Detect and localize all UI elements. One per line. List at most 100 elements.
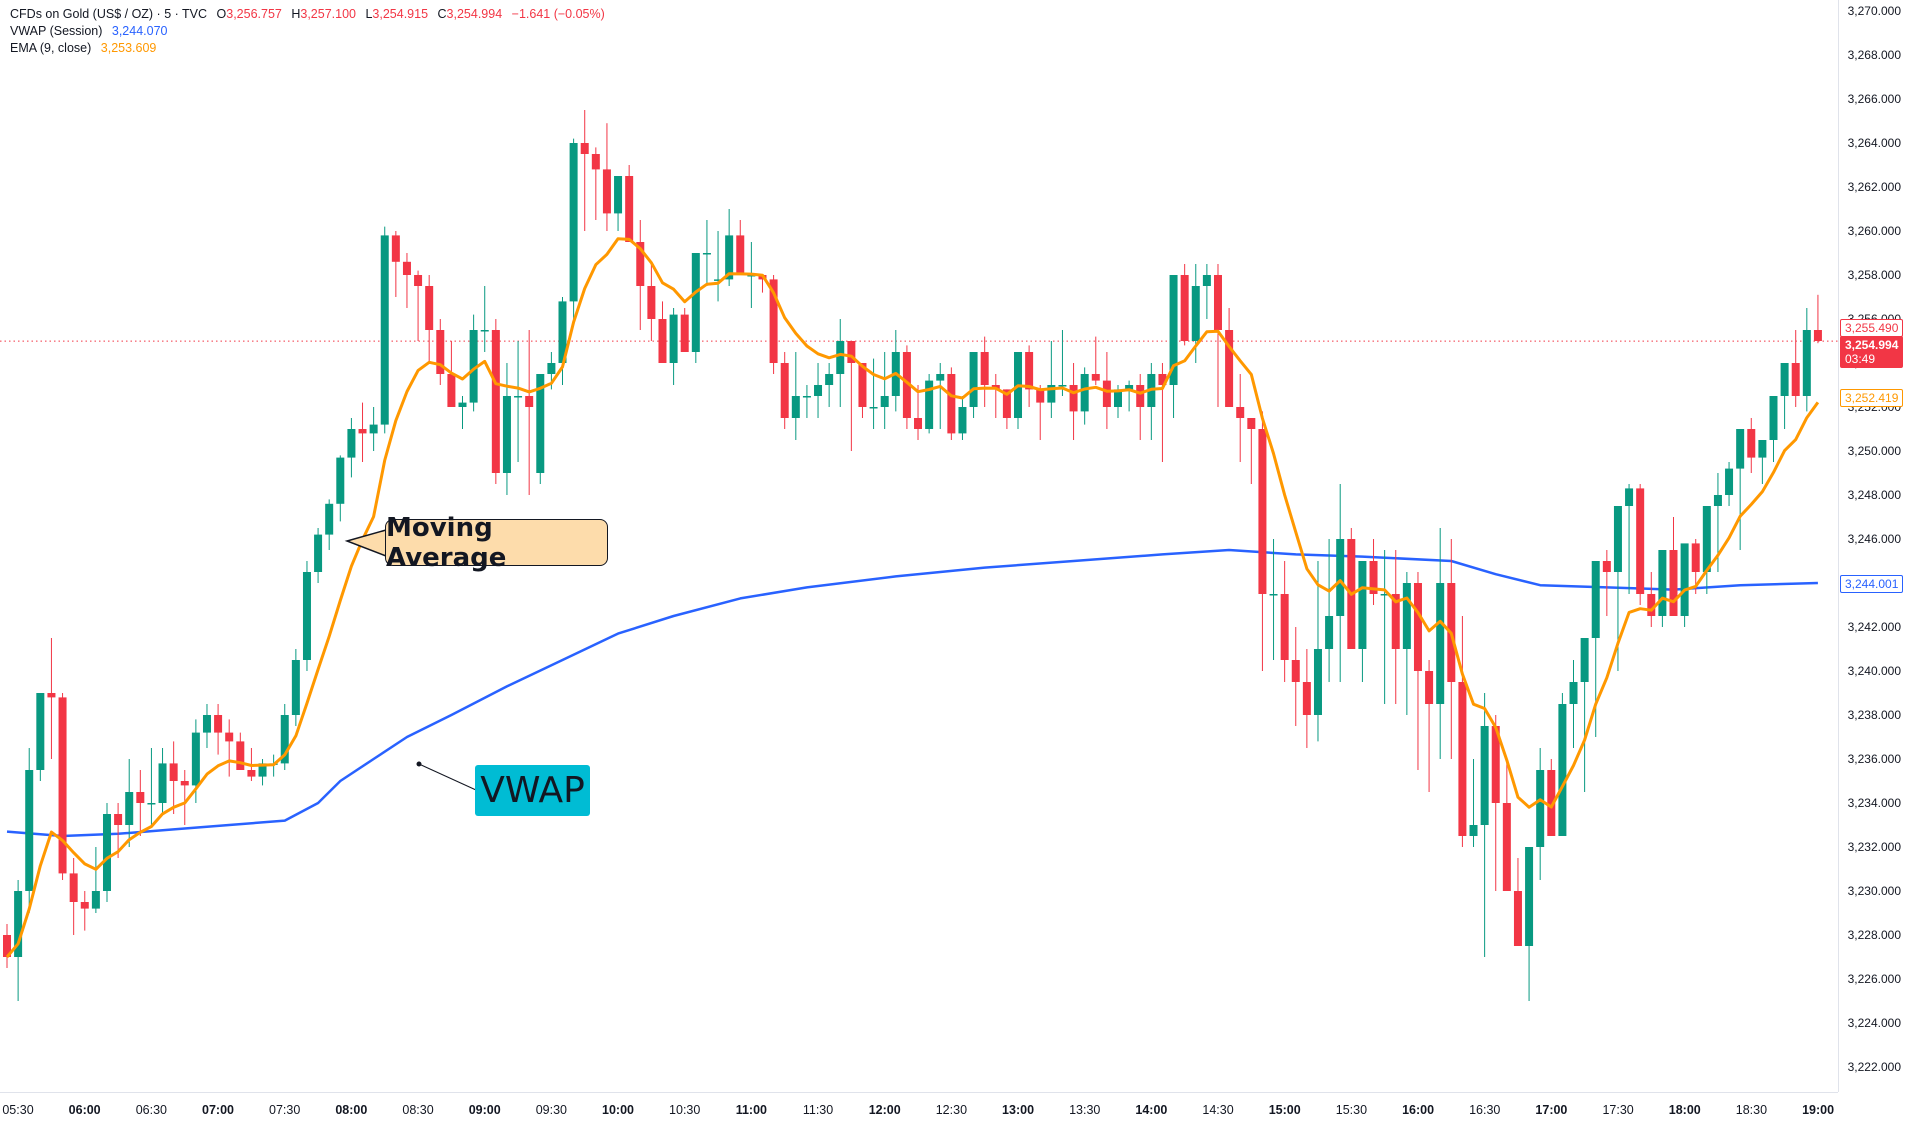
candle[interactable] [791, 396, 800, 418]
candle[interactable] [1502, 803, 1511, 891]
candle[interactable] [1658, 550, 1667, 616]
candle[interactable] [1369, 561, 1378, 594]
candle[interactable] [502, 396, 511, 473]
candle[interactable] [1425, 671, 1434, 704]
candle[interactable] [325, 503, 334, 535]
candle[interactable] [1602, 561, 1611, 572]
candle[interactable] [769, 279, 778, 363]
candle[interactable] [1047, 385, 1056, 403]
candle[interactable] [614, 176, 623, 214]
candle[interactable] [247, 770, 256, 777]
symbol-title[interactable]: CFDs on Gold (US$ / OZ) · 5 · TVC [10, 7, 208, 21]
candle[interactable] [714, 279, 723, 281]
candle[interactable] [1380, 594, 1389, 596]
candle[interactable] [847, 341, 856, 363]
candle[interactable] [169, 763, 178, 781]
candle[interactable] [102, 814, 111, 891]
candle[interactable] [1525, 847, 1534, 946]
candle[interactable] [1536, 770, 1545, 847]
candle[interactable] [1080, 374, 1089, 412]
candle[interactable] [569, 143, 578, 302]
candle[interactable] [36, 693, 45, 770]
candle[interactable] [14, 891, 23, 957]
candle[interactable] [191, 732, 200, 786]
candle[interactable] [1413, 583, 1422, 671]
candle[interactable] [358, 429, 367, 434]
candle[interactable] [425, 286, 434, 330]
candle[interactable] [125, 792, 134, 825]
candle[interactable] [369, 424, 378, 434]
candle[interactable] [1758, 440, 1767, 458]
candle[interactable] [236, 741, 245, 770]
candle[interactable] [536, 374, 545, 473]
candle[interactable] [1625, 488, 1634, 506]
time-axis[interactable]: 05:30 06:00 06:30 07:00 07:30 08:00 08:30 09:00… [0, 1092, 1838, 1125]
candle[interactable] [47, 693, 56, 698]
candle[interactable] [1669, 550, 1678, 616]
candle[interactable] [1002, 389, 1011, 418]
candle[interactable] [214, 715, 223, 733]
candle[interactable] [1569, 682, 1578, 704]
candle[interactable] [291, 660, 300, 715]
candle[interactable] [458, 402, 467, 407]
candle[interactable] [1313, 649, 1322, 715]
ema-line[interactable] [5, 237, 1820, 958]
candle[interactable] [1269, 594, 1278, 596]
candle[interactable] [1491, 726, 1500, 803]
vwap-callout[interactable]: VWAP [475, 765, 590, 816]
candle[interactable] [1513, 891, 1522, 946]
candle[interactable] [280, 715, 289, 764]
candle[interactable] [914, 418, 923, 429]
candle[interactable] [880, 396, 889, 407]
candle[interactable] [1302, 682, 1311, 715]
candle[interactable] [1591, 561, 1600, 638]
candle[interactable] [958, 407, 967, 434]
candle[interactable] [647, 286, 656, 319]
candle[interactable] [1769, 396, 1778, 440]
candle[interactable] [580, 143, 589, 154]
candle[interactable] [1358, 561, 1367, 649]
candle[interactable] [1136, 385, 1145, 407]
candle[interactable] [1458, 682, 1467, 836]
candle[interactable] [447, 374, 456, 407]
candle[interactable] [702, 253, 711, 255]
candle[interactable] [336, 457, 345, 504]
candle[interactable] [1547, 770, 1556, 836]
candle[interactable] [1247, 418, 1256, 429]
candle[interactable] [1480, 726, 1489, 825]
candle[interactable] [1391, 594, 1400, 649]
candle[interactable] [402, 261, 411, 275]
candle[interactable] [1747, 429, 1756, 458]
candle[interactable] [3, 935, 11, 957]
candle[interactable] [1169, 275, 1178, 385]
candle[interactable] [1325, 616, 1334, 649]
candle[interactable] [825, 374, 834, 385]
candle[interactable] [1225, 330, 1234, 407]
candle[interactable] [1580, 638, 1589, 682]
ema-legend-row[interactable]: EMA (9, close) 3,253.609 [10, 40, 605, 57]
candle[interactable] [936, 374, 945, 381]
candle[interactable] [1213, 275, 1222, 330]
candle[interactable] [736, 235, 745, 275]
candle[interactable] [547, 363, 556, 374]
candle[interactable] [1780, 363, 1789, 396]
candle[interactable] [680, 314, 689, 352]
candle[interactable] [836, 341, 845, 374]
candle[interactable] [1058, 385, 1067, 387]
candle[interactable] [747, 275, 756, 277]
candle[interactable] [114, 814, 123, 825]
candle[interactable] [1613, 506, 1622, 572]
candle[interactable] [1236, 407, 1245, 418]
candle[interactable] [436, 330, 445, 374]
candle[interactable] [980, 352, 989, 385]
candle[interactable] [1691, 543, 1700, 572]
candle[interactable] [1813, 330, 1822, 341]
candle[interactable] [1125, 385, 1134, 390]
candle[interactable] [202, 715, 211, 733]
candle[interactable] [802, 396, 811, 398]
candle[interactable] [91, 891, 100, 909]
candle[interactable] [314, 534, 323, 572]
candle[interactable] [558, 301, 567, 363]
vwap-legend-row[interactable]: VWAP (Session) 3,244.070 [10, 23, 605, 40]
candle[interactable] [302, 572, 311, 660]
